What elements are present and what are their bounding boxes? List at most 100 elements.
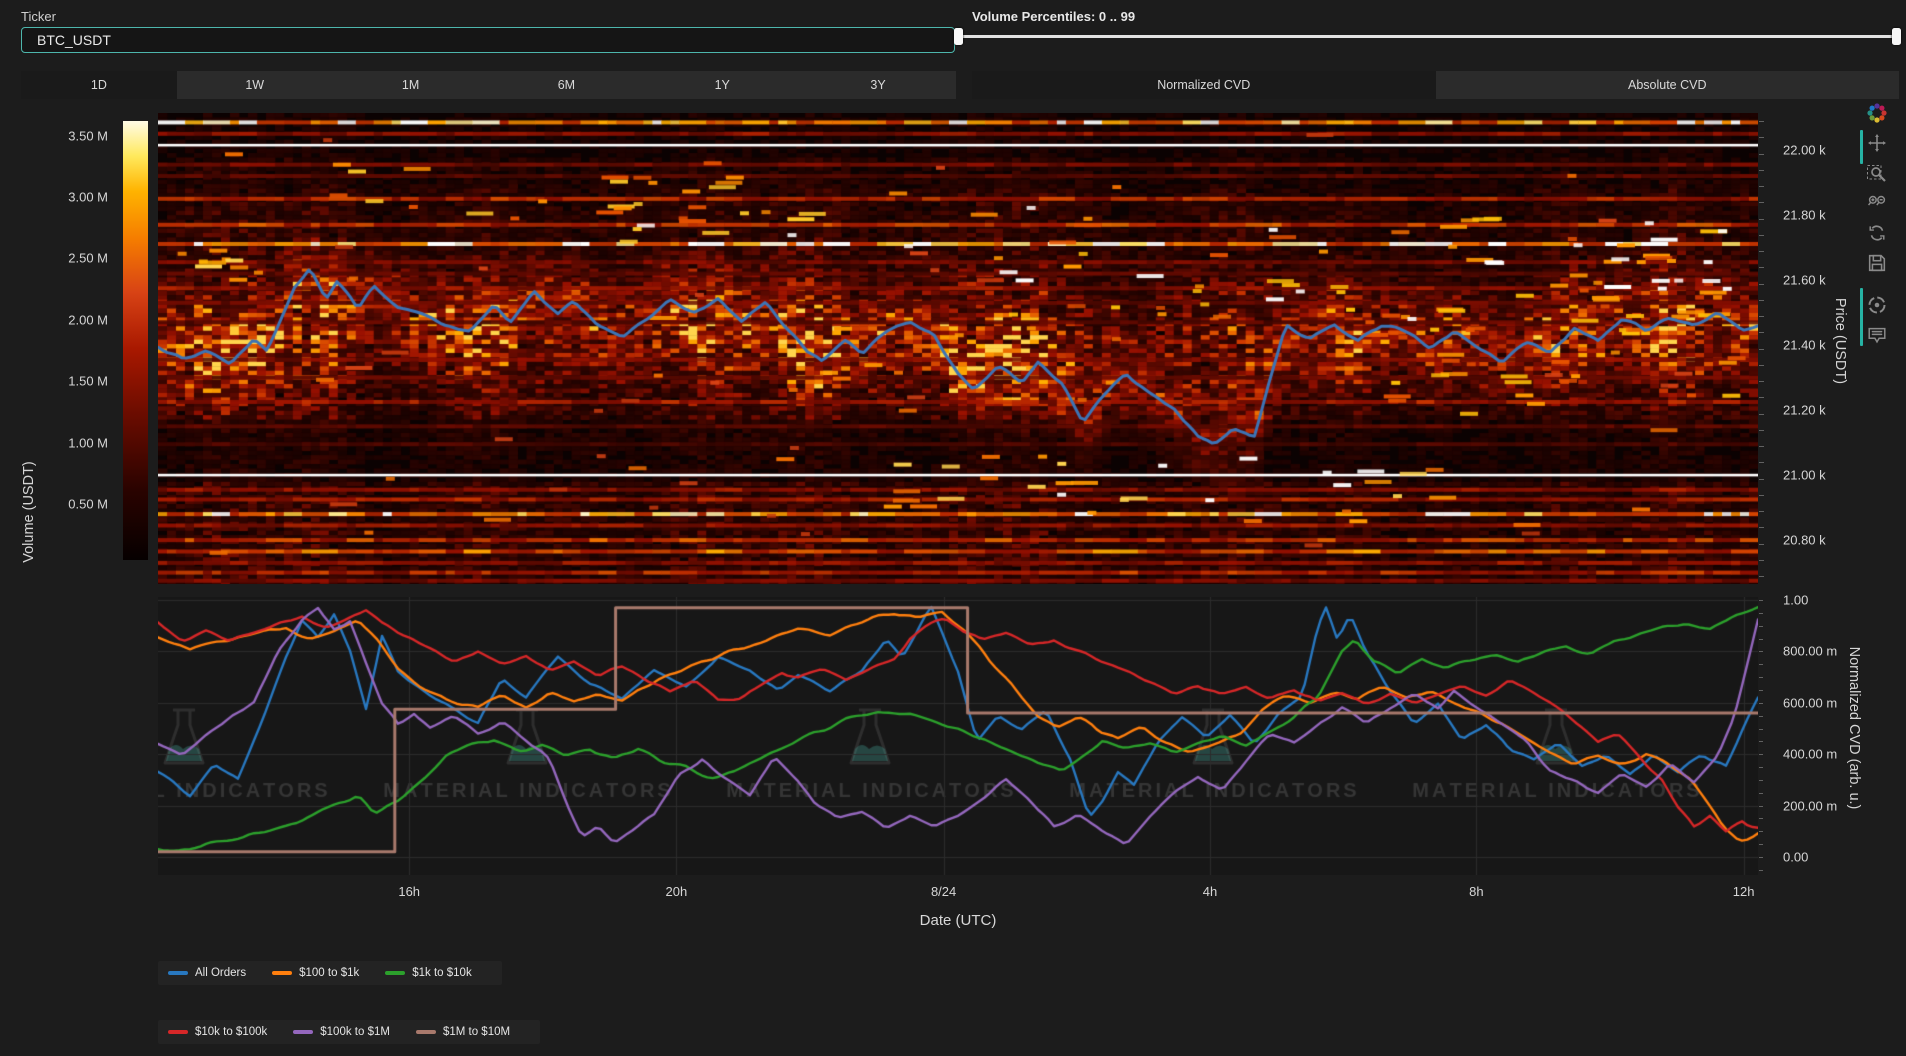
- legend-item--1m-to-10m[interactable]: $1M to $10M: [415, 1026, 511, 1038]
- box-zoom-icon[interactable]: [1864, 160, 1890, 186]
- legend-row-2: $10k to $100k $100k to $1M $1M to $10M: [158, 1020, 541, 1044]
- minor-tick: [1759, 625, 1763, 627]
- legend-item--1k-to-10k[interactable]: $1k to $10k: [385, 967, 472, 979]
- legend-item--100k-to-1m[interactable]: $100k to $1M: [293, 1026, 390, 1038]
- range-button-1y[interactable]: 1Y: [644, 71, 801, 99]
- minor-tick: [1759, 844, 1763, 846]
- minor-tick: [1759, 689, 1763, 691]
- date-tick-label: 12h: [1732, 884, 1755, 899]
- minor-tick: [1759, 137, 1764, 139]
- legend-label: $100 to $1k: [299, 967, 360, 979]
- cvd-chart-canvas[interactable]: [158, 597, 1758, 875]
- colorbar-axis-title: Volume (USDT): [21, 461, 37, 563]
- range-button-1d[interactable]: 1D: [21, 71, 177, 99]
- modebar-active-indicator-bottom: [1860, 288, 1863, 346]
- price-tick-label: 21.60 k: [1783, 272, 1826, 288]
- minor-tick: [1759, 478, 1764, 480]
- minor-tick: [1759, 767, 1763, 769]
- minor-tick: [1759, 511, 1764, 512]
- minor-tick: [1759, 429, 1764, 431]
- minor-tick: [1759, 348, 1764, 350]
- volume-percentiles-slider[interactable]: [954, 28, 1901, 45]
- date-tick-label: 4h: [1202, 884, 1218, 899]
- minor-tick: [1759, 600, 1763, 601]
- cvd-tick-label: 0.00: [1783, 849, 1809, 865]
- legend-label: $1M to $10M: [442, 1026, 511, 1038]
- price-tick-label: 21.80 k: [1783, 207, 1826, 223]
- minor-tick: [1759, 299, 1764, 301]
- minor-tick: [1759, 651, 1763, 653]
- minor-tick: [1759, 462, 1764, 464]
- minor-tick: [1759, 202, 1764, 204]
- minor-tick: [1759, 218, 1764, 220]
- minor-tick: [1759, 576, 1764, 577]
- legend-item--100-to-1k[interactable]: $100 to $1k: [272, 967, 359, 979]
- reset-axes-icon[interactable]: [1864, 220, 1890, 246]
- minor-tick: [1759, 267, 1764, 269]
- volume-heatmap-canvas[interactable]: [158, 113, 1758, 584]
- tab-normalized-cvd[interactable]: Normalized CVD: [972, 71, 1436, 99]
- colorbar-tick-label: 3.50 M: [68, 128, 108, 144]
- legend-label: $10k to $100k: [195, 1026, 268, 1038]
- cvd-axis-title: Normalized CVD (arb. u.): [1846, 646, 1862, 810]
- range-button-group: 1D 1W 1M 6M 1Y 3Y: [21, 71, 956, 99]
- cvd-tick-label: 200.00 m: [1783, 798, 1838, 814]
- minor-tick: [1759, 251, 1764, 252]
- date-tick-label: 20h: [665, 884, 688, 899]
- minor-tick: [1759, 702, 1763, 704]
- minor-tick: [1759, 664, 1763, 666]
- colorbar-tick-label: 2.00 M: [68, 312, 108, 328]
- save-icon[interactable]: [1864, 250, 1890, 276]
- minor-tick: [1759, 612, 1763, 614]
- minor-tick: [1759, 715, 1763, 717]
- ticker-input[interactable]: [21, 27, 955, 53]
- date-tick-label: 8h: [1469, 884, 1484, 899]
- range-button-3y[interactable]: 3Y: [800, 71, 956, 99]
- cvd-tick-label: 800.00 m: [1783, 643, 1838, 659]
- range-button-1w[interactable]: 1W: [176, 71, 333, 99]
- legend-swatch: [293, 1030, 314, 1034]
- minor-tick: [1759, 792, 1763, 794]
- minor-tick: [1759, 754, 1763, 756]
- color-wheel-icon[interactable]: [1864, 100, 1890, 126]
- legend-swatch: [415, 1030, 436, 1034]
- legend-swatch: [385, 971, 406, 975]
- minor-tick: [1759, 397, 1764, 399]
- slider-handle-max[interactable]: [1892, 28, 1901, 45]
- legend-swatch: [168, 1030, 188, 1034]
- price-tick-label: 21.40 k: [1783, 337, 1826, 353]
- tab-absolute-cvd[interactable]: Absolute CVD: [1435, 71, 1899, 99]
- price-axis-title: Price (USDT): [1832, 297, 1848, 385]
- price-tick-label: 20.80 k: [1783, 532, 1826, 548]
- minor-tick: [1759, 818, 1763, 820]
- legend-swatch: [272, 971, 293, 975]
- legend-row-1: All Orders $100 to $1k $1k to $10k: [158, 961, 502, 985]
- range-button-6m[interactable]: 6M: [488, 71, 645, 99]
- minor-tick: [1759, 332, 1764, 334]
- cvd-tab-group: Normalized CVD Absolute CVD: [972, 71, 1899, 99]
- tooltip-icon[interactable]: [1864, 322, 1890, 348]
- volume-percentiles-label: Volume Percentiles: 0 .. 99: [972, 9, 1136, 24]
- legend-item-all-orders[interactable]: All Orders: [168, 967, 246, 979]
- minor-tick: [1759, 741, 1763, 743]
- minor-tick: [1759, 234, 1764, 236]
- minor-tick: [1759, 446, 1764, 447]
- minor-tick: [1759, 638, 1763, 640]
- cvd-tick-label: 400.00 m: [1783, 746, 1838, 762]
- slider-track[interactable]: [958, 35, 1897, 38]
- colorbar-tick-label: 0.50 M: [68, 496, 108, 512]
- minor-tick: [1759, 779, 1763, 781]
- zoom-in-out-icon[interactable]: [1864, 190, 1890, 216]
- pan-icon[interactable]: [1864, 130, 1890, 156]
- date-tick-label: 16h: [398, 884, 421, 899]
- slider-handle-min[interactable]: [954, 28, 963, 45]
- legend-item--10k-to-100k[interactable]: $10k to $100k: [168, 1026, 267, 1038]
- range-button-1m[interactable]: 1M: [332, 71, 489, 99]
- crosshair-icon[interactable]: [1864, 292, 1890, 318]
- minor-tick: [1759, 543, 1764, 545]
- modebar-active-indicator-top: [1860, 130, 1863, 164]
- colorbar-tick-label: 1.50 M: [68, 373, 108, 389]
- minor-tick: [1759, 153, 1764, 155]
- minor-tick: [1759, 728, 1763, 730]
